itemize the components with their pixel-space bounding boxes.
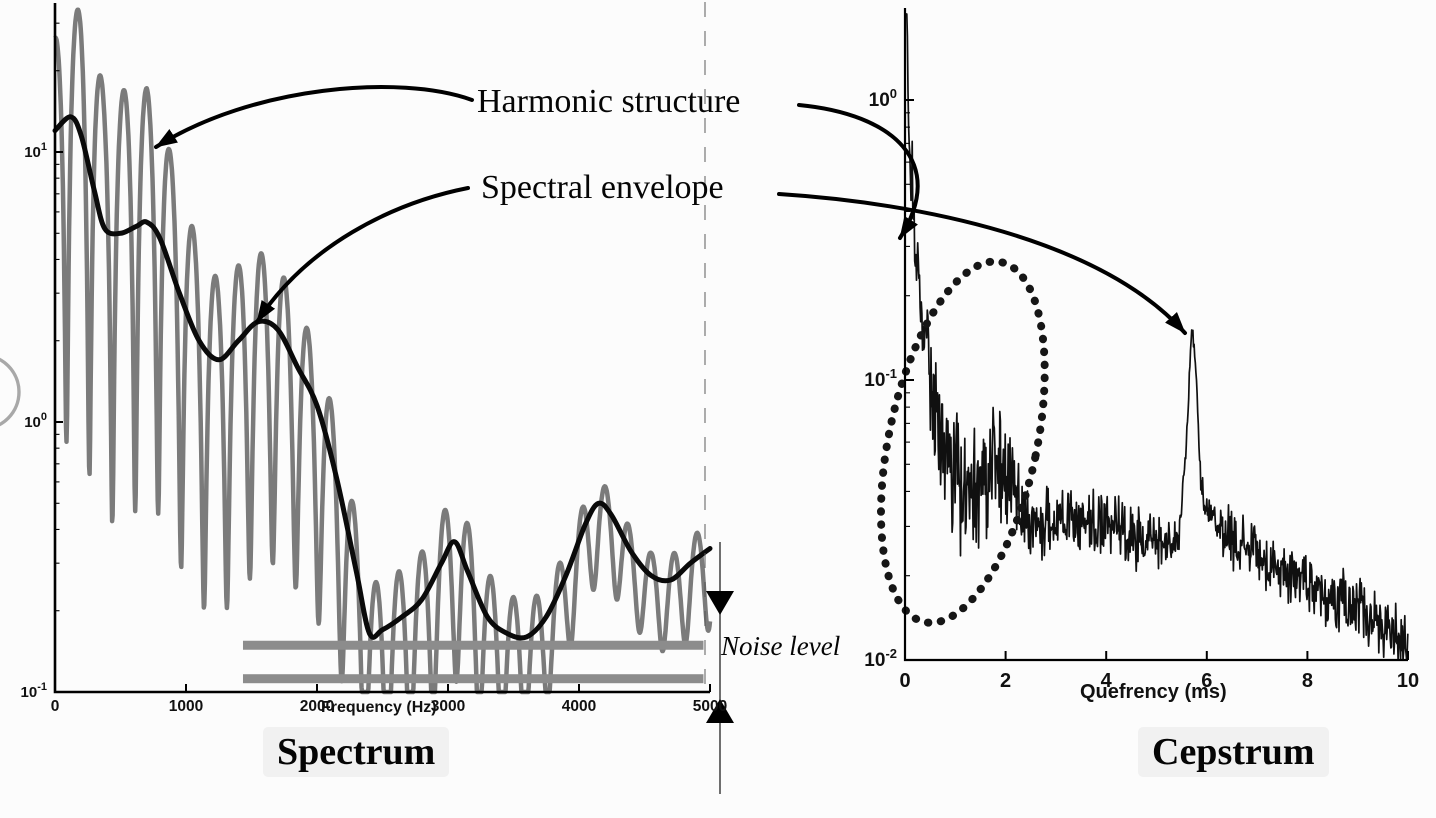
- spectrum-y-tick-label: 10-1: [21, 681, 47, 701]
- cepstrum-x-tick-label: 6: [1201, 670, 1212, 692]
- harmonic-structure-arrow-left: [154, 85, 474, 149]
- cepstrum-y-tick-label: 100: [869, 86, 897, 111]
- cepstrum-x-tick-label: 8: [1302, 670, 1313, 692]
- spectral-envelope-arrow-right: [777, 192, 1187, 335]
- spectrum-y-tick-label: 101: [24, 141, 47, 161]
- noise-level-bar: [242, 674, 704, 684]
- spectral-envelope-arrow-left: [255, 186, 470, 324]
- spectrum-x-axis-label: Frequency (Hz): [321, 699, 437, 716]
- spectral-envelope-label: Spectral envelope: [481, 169, 724, 206]
- low-quefrency-highlight-ellipse: [876, 257, 1049, 627]
- stray-arc-artifact: [0, 357, 21, 427]
- spectrum-y-tick-label: 100: [24, 411, 47, 431]
- cepstrum-x-tick-label: 4: [1101, 670, 1113, 692]
- cepstrum-curve: [904, 13, 1409, 661]
- cepstrum-x-axis-label: Quefrency (ms): [1080, 681, 1227, 703]
- cepstrum-x-tick-label: 2: [1000, 670, 1011, 692]
- cepstrum-y-tick-label: 10-2: [864, 646, 897, 671]
- cepstrum-x-tick-label: 10: [1397, 670, 1419, 692]
- noise-level-label: Noise level: [721, 631, 841, 661]
- spectrum-title: Spectrum: [263, 727, 450, 777]
- harmonic-structure-label: Harmonic structure: [477, 83, 741, 120]
- harmonic-structure-arrow-right: [797, 103, 920, 240]
- spectrum-x-tick-label: 2000: [300, 698, 334, 715]
- spectrum-x-tick-label: 3000: [431, 698, 465, 715]
- cepstrum-axes: [903, 8, 1408, 662]
- noise-level-bar: [242, 640, 704, 650]
- spectral-envelope-curve: [52, 114, 713, 641]
- spectrum-x-tick-label: 5000: [693, 698, 727, 715]
- spectrum-x-tick-label: 1000: [169, 698, 203, 715]
- noise-bracket-arrow-up: [706, 699, 734, 723]
- cepstrum-title: Cepstrum: [1138, 727, 1329, 777]
- noise-bracket-arrow-down: [706, 591, 734, 615]
- spectrum-x-tick-label: 4000: [562, 698, 596, 715]
- cepstrum-y-tick-label: 10-1: [864, 366, 897, 391]
- spectrum-x-tick-label: 0: [51, 698, 60, 715]
- cepstrum-x-tick-label: 0: [899, 670, 910, 692]
